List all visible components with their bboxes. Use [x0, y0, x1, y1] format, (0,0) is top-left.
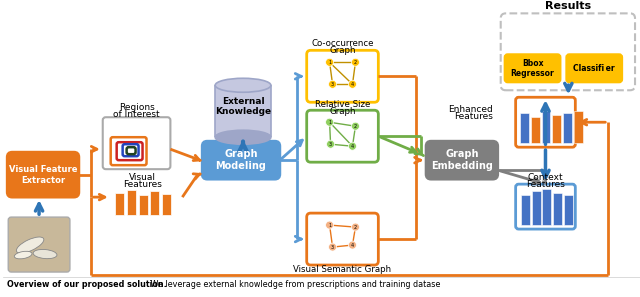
- Bar: [563, 113, 572, 143]
- Text: Features: Features: [526, 180, 565, 189]
- FancyBboxPatch shape: [103, 117, 170, 169]
- Text: Graph
Embedding: Graph Embedding: [431, 149, 493, 171]
- Text: 4: 4: [351, 243, 354, 248]
- FancyBboxPatch shape: [426, 141, 498, 179]
- Text: Context: Context: [527, 173, 563, 182]
- Bar: [543, 189, 552, 225]
- Bar: [531, 117, 540, 143]
- Circle shape: [349, 142, 356, 150]
- Text: Features: Features: [123, 180, 162, 189]
- Text: Graph: Graph: [329, 46, 356, 55]
- Text: of Interest: of Interest: [113, 110, 160, 119]
- Text: Graph
Modeling: Graph Modeling: [216, 149, 266, 171]
- FancyBboxPatch shape: [8, 217, 70, 272]
- Ellipse shape: [33, 249, 57, 259]
- FancyBboxPatch shape: [202, 141, 280, 179]
- Bar: [520, 113, 529, 143]
- Text: 1: 1: [328, 60, 331, 65]
- Circle shape: [351, 223, 360, 231]
- Ellipse shape: [14, 251, 32, 259]
- Text: Overview of our proposed solution.: Overview of our proposed solution.: [7, 280, 167, 289]
- Bar: [115, 193, 124, 215]
- Text: Regions: Regions: [118, 103, 154, 112]
- Text: External
Knowledge: External Knowledge: [215, 97, 271, 116]
- Text: Graph: Graph: [329, 107, 356, 116]
- Ellipse shape: [17, 237, 44, 253]
- Ellipse shape: [215, 130, 271, 144]
- Ellipse shape: [215, 78, 271, 92]
- Text: Classifi er: Classifi er: [573, 64, 615, 73]
- Text: Visual: Visual: [129, 173, 156, 182]
- Text: Relative Size: Relative Size: [315, 100, 370, 109]
- Text: Results: Results: [545, 1, 591, 11]
- Bar: [541, 111, 550, 143]
- Circle shape: [349, 80, 356, 88]
- FancyBboxPatch shape: [516, 184, 575, 229]
- Bar: [574, 111, 583, 143]
- FancyBboxPatch shape: [516, 97, 575, 147]
- FancyBboxPatch shape: [307, 213, 378, 265]
- FancyBboxPatch shape: [307, 110, 378, 162]
- Text: 3: 3: [331, 244, 334, 249]
- Bar: [532, 191, 541, 225]
- Circle shape: [326, 221, 333, 229]
- Bar: [215, 85, 271, 137]
- Text: 1: 1: [328, 222, 331, 228]
- Bar: [552, 115, 561, 143]
- FancyBboxPatch shape: [7, 152, 79, 197]
- Circle shape: [351, 58, 360, 66]
- Circle shape: [328, 243, 337, 251]
- Bar: [127, 190, 136, 215]
- FancyBboxPatch shape: [566, 54, 622, 82]
- Bar: [138, 195, 147, 215]
- Text: Features: Features: [454, 112, 493, 121]
- Bar: [554, 193, 563, 225]
- Bar: [163, 194, 172, 215]
- Text: 2: 2: [354, 60, 357, 65]
- Text: 3: 3: [329, 142, 332, 147]
- Bar: [564, 195, 573, 225]
- Text: We leverage external knowledge from prescriptions and training datase: We leverage external knowledge from pres…: [147, 280, 440, 289]
- Circle shape: [326, 140, 335, 148]
- Text: 2: 2: [354, 124, 357, 129]
- Text: Visual Semantic Graph: Visual Semantic Graph: [294, 265, 392, 274]
- Text: 1: 1: [328, 120, 331, 125]
- Text: Enhanced: Enhanced: [448, 105, 493, 114]
- Circle shape: [349, 241, 356, 249]
- Text: 4: 4: [351, 144, 354, 149]
- Bar: [150, 191, 159, 215]
- Circle shape: [326, 58, 333, 66]
- Circle shape: [351, 122, 360, 130]
- Circle shape: [326, 118, 333, 126]
- Circle shape: [328, 80, 337, 88]
- Text: Co-occurrence: Co-occurrence: [311, 39, 374, 48]
- FancyBboxPatch shape: [307, 50, 378, 102]
- Text: 3: 3: [331, 82, 334, 87]
- Text: 2: 2: [354, 225, 357, 230]
- Text: 4: 4: [351, 82, 354, 87]
- Bar: [520, 195, 529, 225]
- Text: Visual Feature
Extractor: Visual Feature Extractor: [9, 165, 77, 185]
- Text: Bbox
Regressor: Bbox Regressor: [511, 59, 554, 78]
- FancyBboxPatch shape: [505, 54, 561, 82]
